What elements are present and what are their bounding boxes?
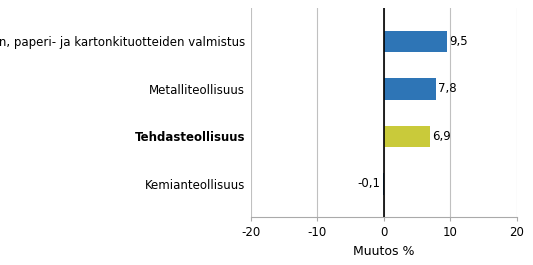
Bar — [383, 173, 384, 195]
Text: -0,1: -0,1 — [358, 178, 381, 191]
Text: 6,9: 6,9 — [432, 130, 451, 143]
Bar — [384, 78, 435, 100]
Bar — [384, 126, 430, 147]
X-axis label: Muutos %: Muutos % — [353, 245, 415, 258]
Text: 7,8: 7,8 — [438, 82, 457, 95]
Text: 9,5: 9,5 — [450, 35, 469, 48]
Bar — [384, 30, 447, 52]
